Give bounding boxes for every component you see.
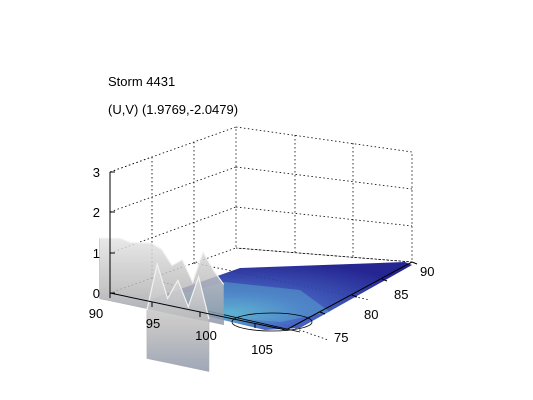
y-tick-label: 80 bbox=[364, 307, 378, 322]
x-tick-label: 100 bbox=[195, 328, 217, 343]
chart-subtitle: (U,V) (1.9769,-2.0479) bbox=[108, 102, 239, 117]
y-tick-labels: 75 80 85 90 bbox=[334, 264, 434, 345]
z-tick-label: 2 bbox=[93, 205, 100, 220]
x-tick-labels: 90 95 100 105 bbox=[89, 306, 273, 357]
z-tick-labels: 3 2 1 0 bbox=[93, 165, 100, 301]
x-tick-label: 105 bbox=[251, 342, 273, 357]
z-tick-label: 1 bbox=[93, 246, 100, 261]
x-tick-label: 95 bbox=[146, 316, 160, 331]
ridge-surfaces bbox=[99, 237, 225, 372]
chart-title: Storm 4431 bbox=[108, 74, 176, 89]
right-ridge-crest bbox=[146, 261, 210, 320]
y-tick-label: 90 bbox=[420, 264, 434, 279]
left-ridge-crest bbox=[99, 237, 225, 285]
z-tick-label: 0 bbox=[93, 286, 100, 301]
axes bbox=[109, 171, 418, 331]
z-tick-label: 3 bbox=[93, 165, 100, 180]
y-tick-label: 85 bbox=[394, 287, 408, 302]
x-tick-label: 90 bbox=[89, 306, 103, 321]
y-tick-label: 75 bbox=[334, 330, 348, 345]
